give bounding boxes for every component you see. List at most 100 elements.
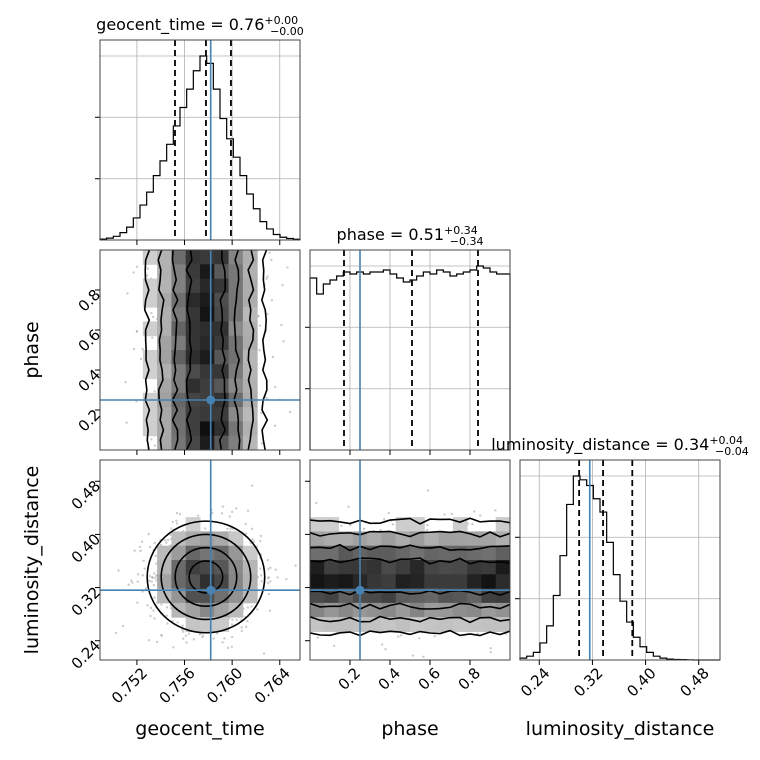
sample-point [228, 515, 232, 518]
density-cell [424, 545, 440, 561]
contour-3 [146, 520, 266, 634]
density-cell [228, 421, 244, 437]
sample-point [184, 634, 188, 637]
density-cell [157, 278, 172, 294]
sample-point [133, 549, 136, 552]
density-cell [200, 407, 215, 422]
density-cell [200, 350, 215, 365]
sample-point [135, 265, 139, 269]
sample-point [250, 484, 254, 487]
sample-point [126, 292, 129, 295]
density-cell [200, 250, 215, 265]
sample-point [117, 569, 120, 572]
density-cell [185, 250, 201, 265]
sample-point [380, 643, 384, 646]
sample-point [152, 609, 155, 612]
sample-point [250, 527, 254, 531]
contour-1 [310, 602, 510, 610]
sample-point [153, 617, 156, 620]
sample-point [266, 275, 269, 278]
panel-frame [99, 459, 301, 661]
sample-point [150, 580, 153, 583]
sample-point [198, 633, 202, 636]
density-cell [214, 278, 230, 294]
density-cell [142, 250, 158, 265]
sample-point [146, 604, 149, 607]
sample-point [273, 385, 277, 389]
sample-point [235, 618, 238, 622]
sample-point [136, 573, 140, 576]
contour-1 [310, 543, 510, 552]
density-cell [452, 560, 468, 575]
sample-point [125, 421, 128, 424]
sample-point [131, 581, 134, 584]
sample-point [256, 608, 259, 611]
sample-point [163, 538, 167, 542]
sample-point [121, 624, 125, 628]
sample-point [472, 510, 476, 513]
sample-point [362, 527, 366, 531]
sample-point [251, 538, 254, 541]
x-axis-label-geocent_time: geocent_time [135, 718, 264, 740]
density-cell [381, 560, 397, 575]
sample-point [281, 283, 284, 287]
sample-point [147, 638, 151, 642]
sample-point [265, 277, 268, 280]
sample-point [294, 564, 297, 567]
sample-point [153, 444, 157, 447]
density-cell [381, 545, 397, 561]
sample-point [175, 511, 179, 515]
sample-point [347, 505, 350, 508]
sample-point [152, 572, 156, 575]
density-cell [185, 407, 201, 422]
density-cell [310, 574, 325, 590]
density-cell [410, 560, 425, 575]
sample-point [136, 601, 139, 604]
sample-point [340, 524, 343, 527]
density-cell [228, 278, 244, 294]
density-cell [157, 335, 172, 351]
density-cell [185, 350, 201, 365]
sample-point [235, 507, 238, 510]
panel-frame [519, 459, 721, 661]
sample-point [221, 505, 225, 508]
sample-point [211, 511, 214, 515]
density-cell [495, 574, 510, 590]
density-cell [228, 321, 244, 337]
density-cell [214, 364, 230, 380]
density-cell [395, 617, 411, 632]
density-cell [228, 435, 244, 450]
sample-point [231, 527, 234, 531]
density-cell [185, 378, 201, 394]
sample-point [397, 635, 400, 638]
density-cell [438, 574, 454, 590]
x-axis-label-phase: phase [381, 718, 438, 740]
sample-point [280, 323, 283, 327]
sample-point [265, 397, 269, 400]
density-cell [452, 602, 468, 618]
density-cell [214, 617, 230, 632]
density-cell [200, 321, 215, 337]
sample-point [132, 347, 136, 351]
x-tick-label-phase: 0.8 [455, 664, 485, 694]
density-cell [395, 545, 411, 561]
sample-point [384, 648, 387, 651]
sample-point [178, 512, 182, 516]
density-cell [452, 588, 468, 604]
sample-point [230, 645, 234, 648]
sample-point [273, 424, 277, 427]
density-cell [200, 364, 215, 380]
density-cell [214, 602, 230, 618]
y-tick-label-luminosity_distance: 0.24 [68, 636, 104, 672]
panel-frame [309, 459, 511, 661]
density-cell [214, 421, 230, 437]
density-cell [381, 531, 397, 547]
sample-point [270, 299, 274, 302]
density-cell [185, 364, 201, 380]
sample-point [212, 637, 215, 640]
sample-point [246, 606, 250, 609]
sample-point [143, 567, 146, 570]
sample-point [151, 336, 154, 340]
sample-point [244, 532, 248, 536]
sample-point [450, 512, 453, 515]
